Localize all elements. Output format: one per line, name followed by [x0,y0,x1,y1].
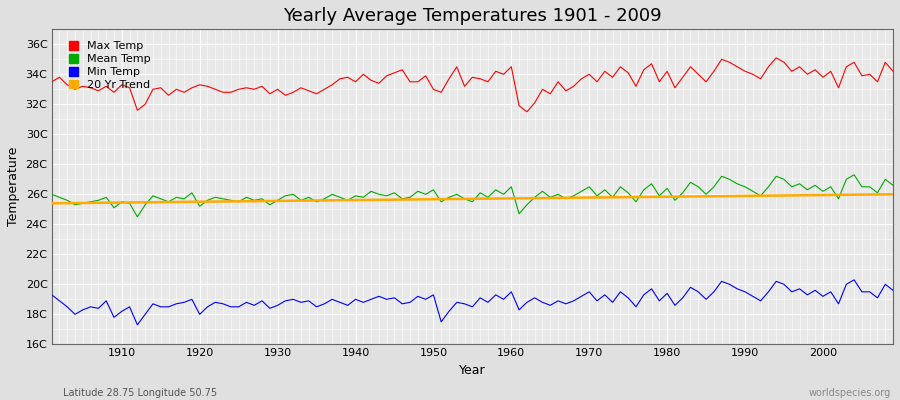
Legend: Max Temp, Mean Temp, Min Temp, 20 Yr Trend: Max Temp, Mean Temp, Min Temp, 20 Yr Tre… [66,38,154,94]
Text: Latitude 28.75 Longitude 50.75: Latitude 28.75 Longitude 50.75 [63,388,217,398]
X-axis label: Year: Year [459,364,486,377]
Title: Yearly Average Temperatures 1901 - 2009: Yearly Average Temperatures 1901 - 2009 [283,7,662,25]
Y-axis label: Temperature: Temperature [7,147,20,226]
Text: worldspecies.org: worldspecies.org [809,388,891,398]
